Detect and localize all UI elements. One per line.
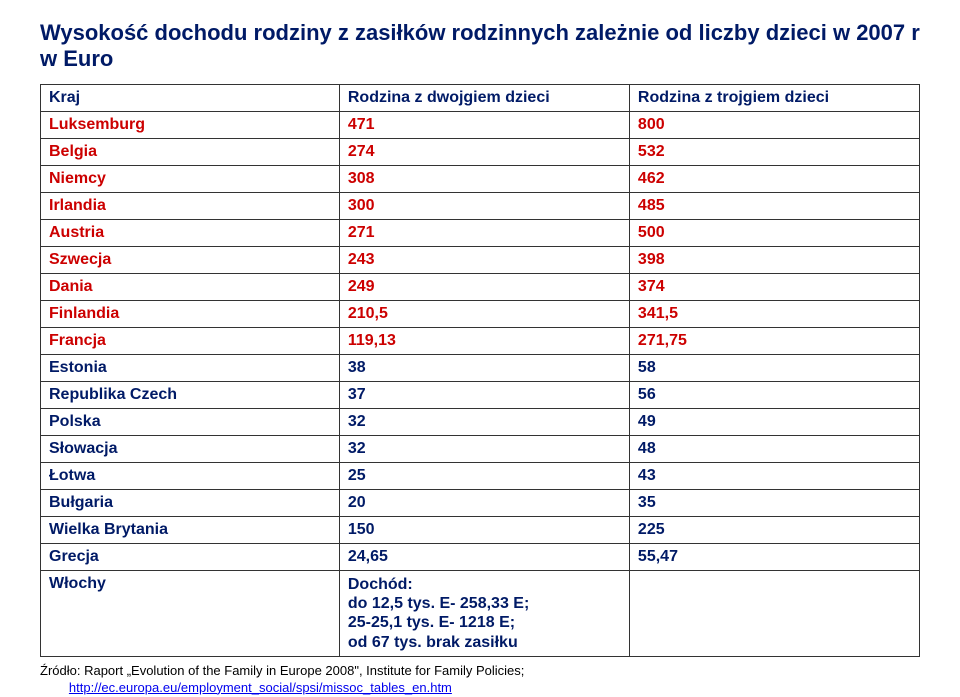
value-three-children: 800 xyxy=(629,112,919,139)
value-three-children: 48 xyxy=(629,436,919,463)
source-link[interactable]: http://ec.europa.eu/employment_social/sp… xyxy=(69,680,452,695)
value-two-children: 119,13 xyxy=(339,328,629,355)
table-row: Słowacja3248 xyxy=(41,436,920,463)
country-cell: Estonia xyxy=(41,355,340,382)
country-cell: Szwecja xyxy=(41,247,340,274)
header-three-children: Rodzina z trojgiem dzieci xyxy=(629,85,919,112)
table-row: Grecja24,6555,47 xyxy=(41,544,920,571)
country-cell: Republika Czech xyxy=(41,382,340,409)
country-cell: Słowacja xyxy=(41,436,340,463)
value-two-children: 471 xyxy=(339,112,629,139)
table-row: Dania249374 xyxy=(41,274,920,301)
country-cell: Łotwa xyxy=(41,463,340,490)
value-two-children: 37 xyxy=(339,382,629,409)
data-table: Kraj Rodzina z dwojgiem dzieci Rodzina z… xyxy=(40,84,920,657)
value-three-children: 532 xyxy=(629,139,919,166)
table-row: Polska3249 xyxy=(41,409,920,436)
source-text: Źródło: Raport „Evolution of the Family … xyxy=(40,663,524,678)
table-row: Austria271500 xyxy=(41,220,920,247)
table-row: WłochyDochód: do 12,5 tys. E- 258,33 E; … xyxy=(41,571,920,657)
table-row: Irlandia300485 xyxy=(41,193,920,220)
value-three-children: 55,47 xyxy=(629,544,919,571)
value-three-children: 398 xyxy=(629,247,919,274)
value-two-children: 150 xyxy=(339,517,629,544)
value-two-children: 243 xyxy=(339,247,629,274)
country-cell: Wielka Brytania xyxy=(41,517,340,544)
value-three-children: 500 xyxy=(629,220,919,247)
value-three-children: 462 xyxy=(629,166,919,193)
value-two-children: 249 xyxy=(339,274,629,301)
value-three-children: 43 xyxy=(629,463,919,490)
value-two-children: 25 xyxy=(339,463,629,490)
value-three-children xyxy=(629,571,919,657)
header-two-children: Rodzina z dwojgiem dzieci xyxy=(339,85,629,112)
table-row: Estonia3858 xyxy=(41,355,920,382)
country-cell: Finlandia xyxy=(41,301,340,328)
table-row: Finlandia210,5341,5 xyxy=(41,301,920,328)
country-cell: Polska xyxy=(41,409,340,436)
country-cell: Francja xyxy=(41,328,340,355)
value-three-children: 49 xyxy=(629,409,919,436)
value-two-children: 24,65 xyxy=(339,544,629,571)
value-two-children: 38 xyxy=(339,355,629,382)
value-two-children: 32 xyxy=(339,436,629,463)
header-country: Kraj xyxy=(41,85,340,112)
table-row: Łotwa2543 xyxy=(41,463,920,490)
country-cell: Dania xyxy=(41,274,340,301)
country-cell: Włochy xyxy=(41,571,340,657)
value-three-children: 341,5 xyxy=(629,301,919,328)
table-row: Francja119,13271,75 xyxy=(41,328,920,355)
value-two-children: 274 xyxy=(339,139,629,166)
country-cell: Irlandia xyxy=(41,193,340,220)
value-two-children: 271 xyxy=(339,220,629,247)
value-two-children: 308 xyxy=(339,166,629,193)
table-row: Bułgaria2035 xyxy=(41,490,920,517)
country-cell: Austria xyxy=(41,220,340,247)
country-cell: Bułgaria xyxy=(41,490,340,517)
country-cell: Niemcy xyxy=(41,166,340,193)
value-three-children: 56 xyxy=(629,382,919,409)
value-three-children: 58 xyxy=(629,355,919,382)
value-three-children: 374 xyxy=(629,274,919,301)
value-three-children: 225 xyxy=(629,517,919,544)
source-footer: Źródło: Raport „Evolution of the Family … xyxy=(40,663,920,697)
country-cell: Luksemburg xyxy=(41,112,340,139)
value-three-children: 35 xyxy=(629,490,919,517)
table-row: Szwecja243398 xyxy=(41,247,920,274)
table-row: Belgia274532 xyxy=(41,139,920,166)
country-cell: Grecja xyxy=(41,544,340,571)
value-two-children: 210,5 xyxy=(339,301,629,328)
table-row: Wielka Brytania150225 xyxy=(41,517,920,544)
page-title: Wysokość dochodu rodziny z zasiłków rodz… xyxy=(40,20,920,72)
header-row: Kraj Rodzina z dwojgiem dzieci Rodzina z… xyxy=(41,85,920,112)
value-three-children: 271,75 xyxy=(629,328,919,355)
value-two-children: 32 xyxy=(339,409,629,436)
value-three-children: 485 xyxy=(629,193,919,220)
table-row: Republika Czech3756 xyxy=(41,382,920,409)
table-row: Niemcy308462 xyxy=(41,166,920,193)
value-two-children: Dochód: do 12,5 tys. E- 258,33 E; 25-25,… xyxy=(339,571,629,657)
value-two-children: 300 xyxy=(339,193,629,220)
value-two-children: 20 xyxy=(339,490,629,517)
country-cell: Belgia xyxy=(41,139,340,166)
table-row: Luksemburg471800 xyxy=(41,112,920,139)
